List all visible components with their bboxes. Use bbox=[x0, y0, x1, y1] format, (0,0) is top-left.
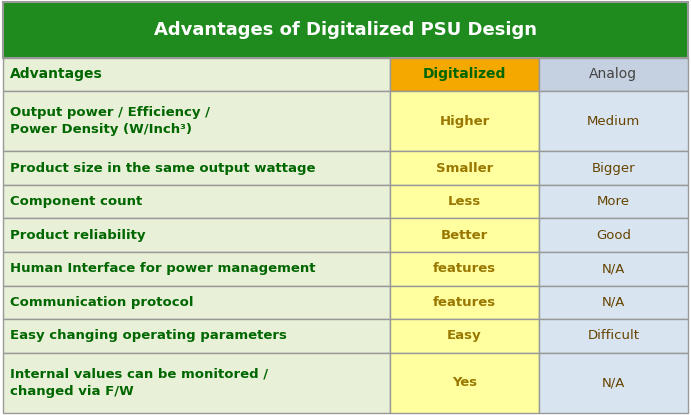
Text: Good: Good bbox=[596, 229, 631, 242]
Text: Communication protocol: Communication protocol bbox=[10, 296, 194, 309]
Text: Advantages of Digitalized PSU Design: Advantages of Digitalized PSU Design bbox=[154, 21, 537, 39]
Text: Smaller: Smaller bbox=[436, 162, 493, 175]
Bar bbox=[539, 252, 688, 286]
Text: Output power / Efficiency /
Power Density (W/Inch³): Output power / Efficiency / Power Densit… bbox=[10, 106, 210, 136]
Bar bbox=[539, 353, 688, 413]
Bar bbox=[390, 319, 539, 353]
Text: Internal values can be monitored /
changed via F/W: Internal values can be monitored / chang… bbox=[10, 368, 269, 398]
Text: N/A: N/A bbox=[602, 296, 625, 309]
Bar bbox=[390, 252, 539, 286]
Bar bbox=[3, 252, 390, 286]
Bar bbox=[390, 91, 539, 151]
Bar bbox=[3, 151, 390, 185]
Text: Better: Better bbox=[441, 229, 488, 242]
Text: Advantages: Advantages bbox=[10, 67, 103, 81]
Text: Human Interface for power management: Human Interface for power management bbox=[10, 262, 316, 275]
Text: N/A: N/A bbox=[602, 262, 625, 275]
Bar bbox=[390, 353, 539, 413]
Bar bbox=[539, 286, 688, 319]
Bar bbox=[3, 353, 390, 413]
Bar bbox=[390, 218, 539, 252]
Text: Higher: Higher bbox=[439, 115, 490, 128]
Bar bbox=[539, 151, 688, 185]
Text: Product size in the same output wattage: Product size in the same output wattage bbox=[10, 162, 316, 175]
Bar bbox=[3, 218, 390, 252]
Bar bbox=[3, 58, 390, 91]
Text: features: features bbox=[433, 262, 496, 275]
Bar bbox=[390, 151, 539, 185]
Text: Product reliability: Product reliability bbox=[10, 229, 146, 242]
Bar bbox=[390, 58, 539, 91]
Bar bbox=[3, 185, 390, 218]
Bar bbox=[539, 218, 688, 252]
Text: Easy: Easy bbox=[447, 330, 482, 342]
Bar bbox=[390, 185, 539, 218]
Bar bbox=[3, 2, 688, 58]
Text: More: More bbox=[597, 195, 630, 208]
Bar bbox=[390, 286, 539, 319]
Text: Bigger: Bigger bbox=[591, 162, 635, 175]
Text: Medium: Medium bbox=[587, 115, 640, 128]
Bar bbox=[539, 91, 688, 151]
Text: N/A: N/A bbox=[602, 376, 625, 389]
Text: Digitalized: Digitalized bbox=[423, 67, 507, 81]
Text: Analog: Analog bbox=[589, 67, 637, 81]
Bar bbox=[539, 185, 688, 218]
Bar bbox=[3, 286, 390, 319]
Text: Difficult: Difficult bbox=[587, 330, 639, 342]
Text: Easy changing operating parameters: Easy changing operating parameters bbox=[10, 330, 287, 342]
Text: Less: Less bbox=[448, 195, 481, 208]
Bar bbox=[539, 58, 688, 91]
Bar bbox=[3, 91, 390, 151]
Bar bbox=[3, 319, 390, 353]
Text: Yes: Yes bbox=[452, 376, 477, 389]
Bar bbox=[539, 319, 688, 353]
Text: Component count: Component count bbox=[10, 195, 142, 208]
Text: features: features bbox=[433, 296, 496, 309]
